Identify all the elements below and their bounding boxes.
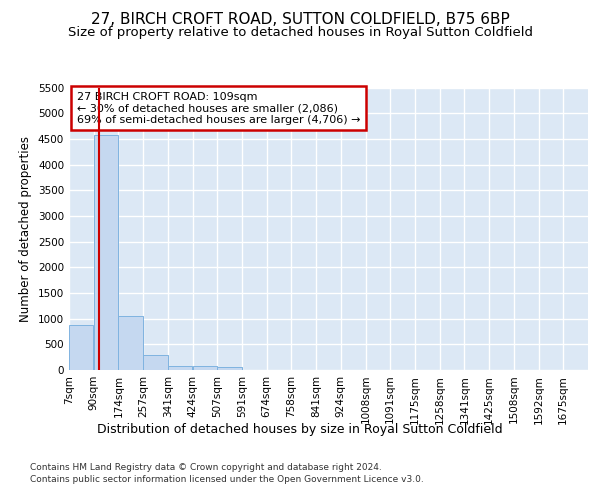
Y-axis label: Number of detached properties: Number of detached properties (19, 136, 32, 322)
Text: Contains public sector information licensed under the Open Government Licence v3: Contains public sector information licen… (30, 475, 424, 484)
Bar (217, 367, 242, 370)
Text: 27, BIRCH CROFT ROAD, SUTTON COLDFIELD, B75 6BP: 27, BIRCH CROFT ROAD, SUTTON COLDFIELD, … (91, 12, 509, 28)
Bar (118, 316, 143, 370)
Bar (69, 325, 94, 370)
Text: Contains HM Land Registry data © Crown copyright and database right 2024.: Contains HM Land Registry data © Crown c… (30, 462, 382, 471)
Text: Distribution of detached houses by size in Royal Sutton Coldfield: Distribution of detached houses by size … (97, 422, 503, 436)
Bar (168, 366, 193, 370)
Bar (143, 356, 167, 370)
Bar (193, 366, 217, 370)
Text: 27 BIRCH CROFT ROAD: 109sqm
← 30% of detached houses are smaller (2,086)
69% of : 27 BIRCH CROFT ROAD: 109sqm ← 30% of det… (77, 92, 360, 125)
Text: Size of property relative to detached houses in Royal Sutton Coldfield: Size of property relative to detached ho… (67, 26, 533, 39)
Bar (94, 135, 118, 370)
